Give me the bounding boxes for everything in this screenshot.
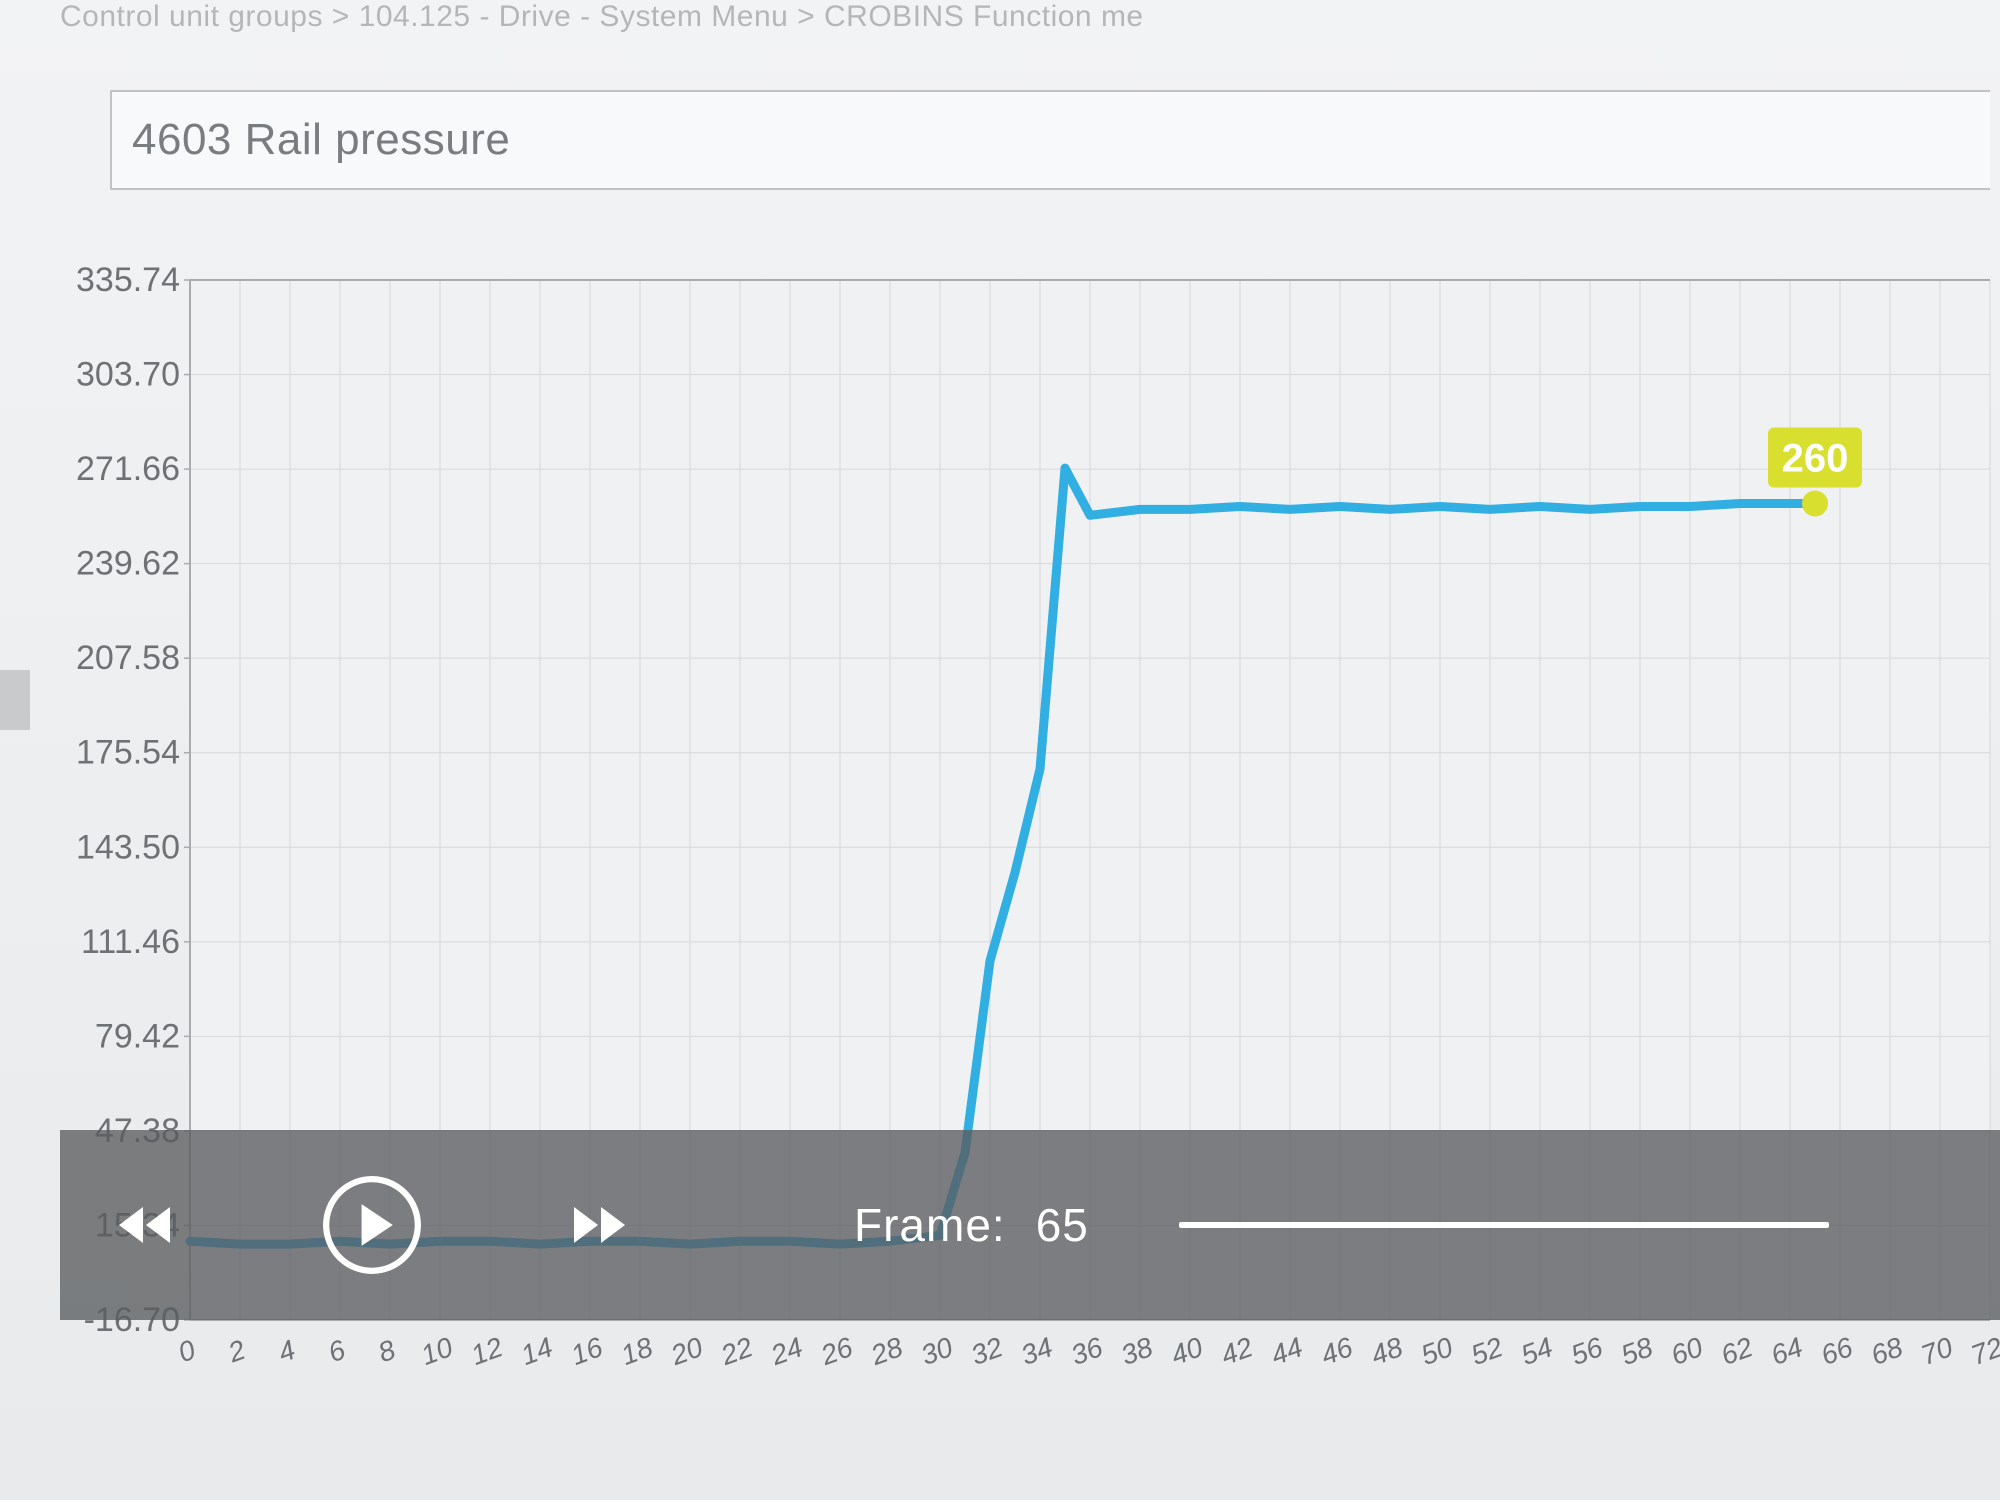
svg-text:22: 22 <box>716 1331 757 1371</box>
svg-text:18: 18 <box>617 1331 657 1371</box>
play-button[interactable] <box>322 1175 422 1275</box>
svg-text:56: 56 <box>1567 1331 1607 1371</box>
svg-text:54: 54 <box>1517 1331 1557 1371</box>
svg-text:64: 64 <box>1767 1331 1807 1371</box>
svg-text:4: 4 <box>274 1334 299 1368</box>
svg-text:32: 32 <box>967 1331 1007 1371</box>
svg-text:14: 14 <box>517 1331 557 1371</box>
svg-text:52: 52 <box>1467 1331 1507 1371</box>
svg-text:62: 62 <box>1717 1331 1757 1371</box>
svg-text:72: 72 <box>1967 1331 2000 1371</box>
side-handle[interactable] <box>0 670 30 730</box>
svg-text:143.50: 143.50 <box>76 828 180 866</box>
svg-text:28: 28 <box>866 1331 907 1371</box>
svg-text:207.58: 207.58 <box>76 639 180 677</box>
svg-text:260: 260 <box>1782 436 1849 480</box>
app-root: Control unit groups > 104.125 - Drive - … <box>0 0 2000 1500</box>
svg-text:34: 34 <box>1017 1331 1057 1371</box>
svg-text:2: 2 <box>223 1334 250 1369</box>
rewind-icon <box>110 1189 182 1261</box>
playback-bar: Frame: 65 <box>60 1130 2000 1320</box>
svg-text:79.42: 79.42 <box>95 1017 180 1055</box>
svg-text:36: 36 <box>1067 1331 1107 1371</box>
svg-text:10: 10 <box>417 1331 457 1371</box>
svg-text:46: 46 <box>1317 1331 1357 1371</box>
fast-forward-button[interactable] <box>562 1189 634 1261</box>
svg-text:271.66: 271.66 <box>76 450 180 488</box>
svg-text:50: 50 <box>1417 1331 1457 1371</box>
frame-label-text: Frame: <box>854 1198 1006 1252</box>
svg-text:70: 70 <box>1917 1331 1957 1371</box>
progress-track[interactable] <box>1179 1222 1829 1228</box>
svg-text:48: 48 <box>1367 1331 1407 1371</box>
svg-text:30: 30 <box>917 1331 957 1371</box>
svg-text:66: 66 <box>1817 1331 1857 1371</box>
breadcrumb-text: Control unit groups > 104.125 - Drive - … <box>60 0 1144 33</box>
frame-value: 65 <box>1036 1198 1089 1252</box>
svg-text:335.74: 335.74 <box>76 261 180 299</box>
svg-text:38: 38 <box>1117 1331 1157 1371</box>
panel-title: 4603 Rail pressure <box>132 115 510 165</box>
svg-text:26: 26 <box>816 1331 857 1371</box>
svg-text:303.70: 303.70 <box>76 356 180 394</box>
svg-text:20: 20 <box>666 1331 707 1371</box>
fast-forward-icon <box>562 1189 634 1261</box>
svg-text:6: 6 <box>324 1334 350 1369</box>
breadcrumb: Control unit groups > 104.125 - Drive - … <box>60 0 2000 40</box>
svg-text:68: 68 <box>1867 1331 1907 1371</box>
rewind-button[interactable] <box>110 1189 182 1261</box>
svg-text:24: 24 <box>766 1331 807 1371</box>
svg-text:60: 60 <box>1667 1331 1707 1371</box>
svg-text:175.54: 175.54 <box>76 734 180 772</box>
frame-label: Frame: 65 <box>854 1198 1089 1252</box>
svg-text:239.62: 239.62 <box>76 545 180 583</box>
svg-text:42: 42 <box>1217 1331 1257 1371</box>
svg-text:12: 12 <box>467 1331 507 1371</box>
play-icon <box>322 1175 422 1275</box>
svg-text:0: 0 <box>174 1334 200 1369</box>
svg-text:111.46: 111.46 <box>81 923 180 961</box>
svg-text:16: 16 <box>567 1331 607 1371</box>
panel-title-box: 4603 Rail pressure <box>110 90 1990 190</box>
svg-text:44: 44 <box>1267 1331 1307 1371</box>
svg-text:8: 8 <box>374 1334 400 1369</box>
svg-text:40: 40 <box>1167 1331 1207 1371</box>
svg-text:58: 58 <box>1617 1331 1657 1371</box>
